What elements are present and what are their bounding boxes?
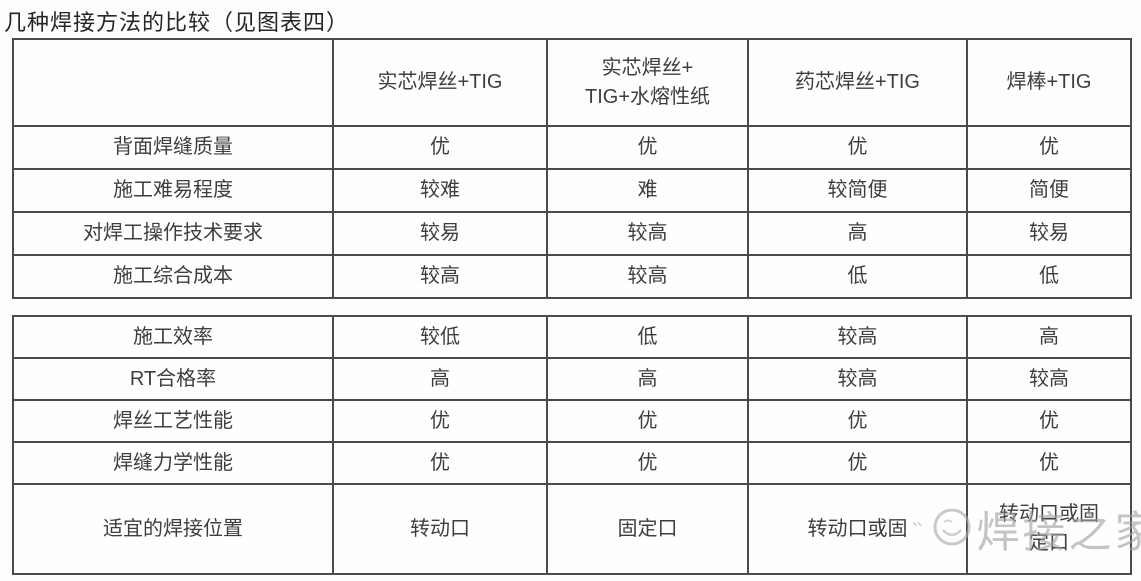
page-title: 几种焊接方法的比较（见图表四） xyxy=(4,10,350,35)
value-cell: 转动口 xyxy=(332,483,548,575)
value-cell: 较高 xyxy=(966,357,1132,401)
row-label-cell: 施工效率 xyxy=(12,315,334,359)
value-cell: 较易 xyxy=(966,211,1132,256)
value-cell: 较简便 xyxy=(747,168,968,213)
header-method-2-line2: TIG+水熔性纸 xyxy=(584,85,710,108)
value-cell: 优 xyxy=(966,399,1132,443)
value-cell: 转动口或固定口 xyxy=(966,483,1132,575)
table-header-row: 实芯焊丝+TIG 实芯焊丝+ TIG+水熔性纸 药芯焊丝+TIG 焊棒+TIG xyxy=(12,38,1132,127)
value-cell: 较低 xyxy=(332,315,548,359)
table-row: 施工难易程度 较难 难 较简便 简便 xyxy=(12,168,1132,213)
row-label-cell: 施工难易程度 xyxy=(12,168,334,213)
header-cell-empty xyxy=(12,38,334,127)
value-cell: 高 xyxy=(966,315,1132,359)
header-cell-method-3: 药芯焊丝+TIG xyxy=(747,38,968,127)
row-label-cell: 适宜的焊接位置 xyxy=(12,483,334,575)
value-cell: 高 xyxy=(332,357,548,401)
value-cell: 转动口或固 xyxy=(747,483,968,575)
table-row: RT合格率 高 高 较高 较高 xyxy=(12,357,1132,401)
value-cell: 优 xyxy=(332,399,548,443)
row-label-cell: 施工综合成本 xyxy=(12,254,334,299)
value-cell: 难 xyxy=(546,168,749,213)
value-cell: 优 xyxy=(747,125,968,170)
comparison-table-top: 实芯焊丝+TIG 实芯焊丝+ TIG+水熔性纸 药芯焊丝+TIG 焊棒+TIG … xyxy=(12,38,1132,299)
value-cell: 简便 xyxy=(966,168,1132,213)
row-label-cell: 焊丝工艺性能 xyxy=(12,399,334,443)
table-row: 对焊工操作技术要求 较易 较高 高 较易 xyxy=(12,211,1132,256)
value-cell: 高 xyxy=(546,357,749,401)
value-cell: 低 xyxy=(747,254,968,299)
value-cell: 优 xyxy=(546,399,749,443)
value-cell: 较难 xyxy=(332,168,548,213)
value-cell: 较高 xyxy=(546,211,749,256)
row-label-cell: 背面焊缝质量 xyxy=(12,125,334,170)
value-cell: 低 xyxy=(966,254,1132,299)
header-cell-method-1: 实芯焊丝+TIG xyxy=(332,38,548,127)
value-cell: 优 xyxy=(966,441,1132,485)
table-row: 施工效率 较低 低 较高 高 xyxy=(12,315,1132,359)
comparison-table-bottom: 施工效率 较低 低 较高 高 RT合格率 高 高 较高 较高 焊丝工艺性能 优 … xyxy=(12,315,1132,575)
header-cell-method-4: 焊棒+TIG xyxy=(966,38,1132,127)
value-cell: 优 xyxy=(546,441,749,485)
value-cell: 优 xyxy=(332,125,548,170)
value-cell: 优 xyxy=(966,125,1132,170)
row-label-cell: RT合格率 xyxy=(12,357,334,401)
value-cell: 较高 xyxy=(747,315,968,359)
table-row: 焊缝力学性能 优 优 优 优 xyxy=(12,441,1132,485)
value-cell: 优 xyxy=(747,441,968,485)
value-cell: 较易 xyxy=(332,211,548,256)
table-row: 背面焊缝质量 优 优 优 优 xyxy=(12,125,1132,170)
value-cell: 优 xyxy=(332,441,548,485)
value-cell: 低 xyxy=(546,315,749,359)
row-label-cell: 对焊工操作技术要求 xyxy=(12,211,334,256)
table-row: 适宜的焊接位置 转动口 固定口 转动口或固 转动口或固定口 xyxy=(12,483,1132,575)
table-row: 施工综合成本 较高 较高 低 低 xyxy=(12,254,1132,299)
value-cell: 优 xyxy=(747,399,968,443)
value-cell: 优 xyxy=(546,125,749,170)
value-cell-text: 转动口或固定口 xyxy=(999,503,1099,554)
header-cell-method-2: 实芯焊丝+ TIG+水熔性纸 xyxy=(546,38,749,127)
row-label-cell: 焊缝力学性能 xyxy=(12,441,334,485)
value-cell: 较高 xyxy=(747,357,968,401)
value-cell: 较高 xyxy=(546,254,749,299)
value-cell: 较高 xyxy=(332,254,548,299)
value-cell: 固定口 xyxy=(546,483,749,575)
table-row: 焊丝工艺性能 优 优 优 优 xyxy=(12,399,1132,443)
header-method-2-line1: 实芯焊丝+ xyxy=(601,56,694,79)
value-cell: 高 xyxy=(747,211,968,256)
